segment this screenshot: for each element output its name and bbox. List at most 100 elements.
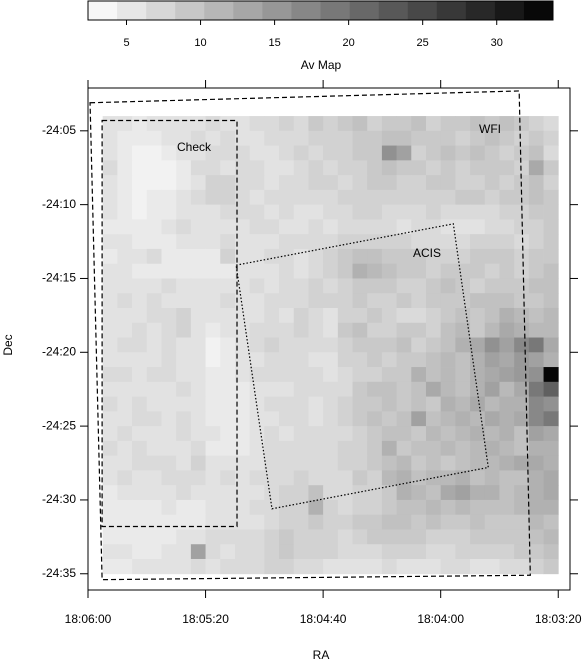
cell <box>514 248 530 265</box>
cell <box>499 116 515 132</box>
cell <box>543 411 559 427</box>
cell <box>381 396 397 412</box>
cell <box>411 175 427 191</box>
cell <box>440 263 456 279</box>
cell <box>323 558 339 575</box>
cell <box>411 352 427 368</box>
cell <box>234 278 251 294</box>
cell <box>381 455 397 471</box>
cell <box>234 455 251 471</box>
cell <box>499 278 515 294</box>
cell <box>425 189 442 206</box>
cell <box>425 499 442 516</box>
cell <box>396 558 412 575</box>
cell <box>470 189 486 206</box>
cell <box>264 367 280 383</box>
y-tick-label: -24:15 <box>42 271 76 285</box>
cell <box>396 175 412 191</box>
cell <box>499 145 515 161</box>
cell <box>499 485 515 501</box>
cell <box>470 544 486 560</box>
cell <box>425 307 442 324</box>
region <box>89 90 531 581</box>
cell <box>367 219 383 235</box>
cell <box>308 396 324 412</box>
cell <box>205 307 221 324</box>
cell <box>146 455 162 471</box>
cell <box>381 322 397 338</box>
cell <box>528 322 544 338</box>
cell <box>440 175 456 191</box>
cell <box>528 175 544 191</box>
cell <box>279 263 295 279</box>
cell <box>234 263 251 279</box>
cell <box>161 411 177 427</box>
cell <box>323 307 339 324</box>
cell <box>543 440 559 457</box>
cell <box>337 145 353 161</box>
cell <box>102 278 118 294</box>
cell <box>117 130 133 146</box>
cell <box>176 396 192 412</box>
cell <box>425 175 442 191</box>
cell <box>117 544 133 560</box>
cell <box>323 160 339 176</box>
cell <box>543 455 559 471</box>
cell <box>117 175 133 191</box>
cell <box>102 322 118 338</box>
cell <box>279 381 295 397</box>
cell <box>455 278 471 294</box>
cell <box>234 411 251 427</box>
cell <box>470 352 486 368</box>
cell <box>176 558 192 575</box>
cell <box>176 204 192 220</box>
cell <box>381 426 397 442</box>
cell <box>176 160 192 176</box>
cell <box>190 485 206 501</box>
cell <box>234 426 251 442</box>
cell <box>161 440 177 457</box>
cell <box>484 337 500 353</box>
cell <box>117 396 133 412</box>
cell <box>308 514 324 530</box>
cell <box>381 189 397 206</box>
cell <box>352 381 368 397</box>
cell <box>381 440 397 457</box>
cell <box>102 455 118 471</box>
cell <box>337 175 353 191</box>
cell <box>279 337 295 353</box>
cell <box>323 116 339 132</box>
cell <box>455 175 471 191</box>
cell <box>455 544 471 560</box>
cell <box>455 204 471 220</box>
cell <box>470 558 486 575</box>
cell <box>279 396 295 412</box>
cell <box>190 160 206 176</box>
cell <box>205 455 221 471</box>
cell <box>367 426 383 442</box>
cell <box>190 514 206 530</box>
cell <box>323 263 339 279</box>
cell <box>146 396 162 412</box>
cell <box>352 130 368 146</box>
cell <box>323 544 339 560</box>
cell <box>264 514 280 530</box>
cell <box>279 234 295 250</box>
cell <box>499 499 515 516</box>
cell <box>455 219 471 235</box>
cell <box>455 293 471 309</box>
x-tick-label: 18:04:00 <box>417 612 464 626</box>
cell <box>234 189 251 206</box>
cell <box>293 470 309 486</box>
cell <box>220 175 236 191</box>
cell <box>249 116 265 132</box>
cell <box>220 322 236 338</box>
cell <box>220 145 236 161</box>
cell <box>190 544 206 560</box>
cell <box>411 558 427 575</box>
cell <box>455 381 471 397</box>
cell <box>234 160 251 176</box>
cell <box>367 189 383 206</box>
cell <box>337 219 353 235</box>
cell <box>455 160 471 176</box>
